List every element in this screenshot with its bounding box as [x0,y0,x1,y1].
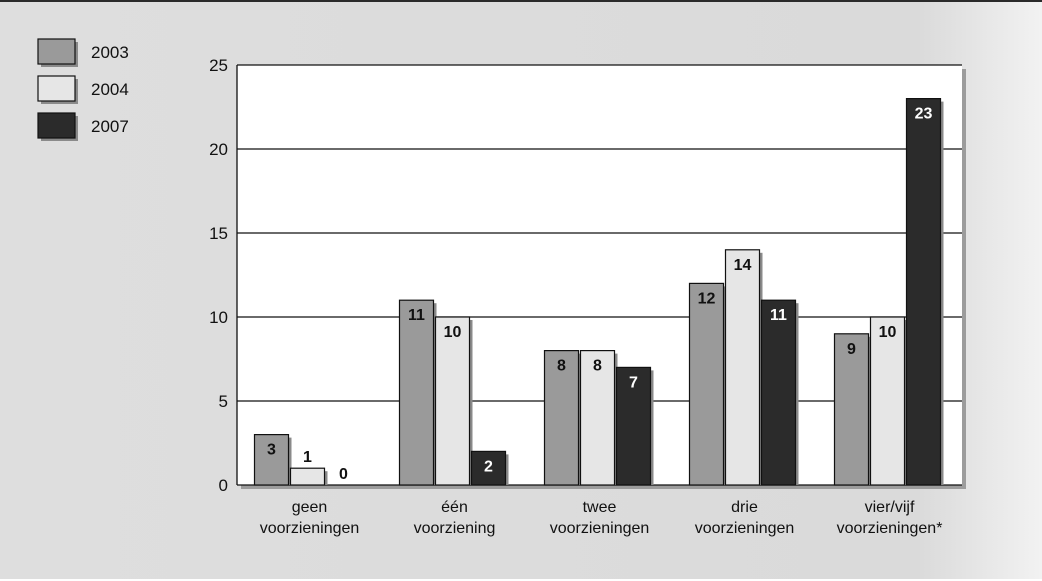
bar [833,333,870,486]
category-label: twee [583,499,617,516]
data-label: 11 [408,307,425,324]
data-label: 3 [267,442,276,459]
category-label: vier/vijf [865,499,915,516]
legend-label: 2003 [91,43,129,62]
data-label: 8 [593,358,602,375]
bar [579,350,616,486]
category-label: voorzieningen [550,520,650,537]
legend-swatch [37,38,76,65]
bar [543,350,580,486]
category-label: voorzieningen [260,520,360,537]
y-tick-label: 0 [219,476,228,495]
data-label: 9 [847,341,856,358]
data-label: 8 [557,358,566,375]
data-label: 10 [444,324,462,341]
category-label: voorziening [414,520,496,537]
data-label: 2 [484,458,493,475]
y-tick-label: 20 [209,140,228,159]
category-label: voorzieningen [695,520,795,537]
data-label: 7 [629,374,638,391]
bar [470,450,507,486]
legend-swatch [37,112,76,139]
category-label: geen [292,499,328,516]
bar [869,316,906,486]
data-label: 11 [770,307,787,324]
bar [289,467,326,486]
legend-label: 2007 [91,117,129,136]
bar [434,316,471,486]
legend-label: 2004 [91,80,129,99]
category-label: drie [731,499,758,516]
data-label: 23 [915,106,933,123]
data-label: 10 [879,324,897,341]
data-label: 1 [303,449,312,466]
data-label: 0 [339,466,348,483]
data-label: 14 [734,257,752,274]
y-tick-label: 15 [209,224,228,243]
y-tick-label: 10 [209,308,228,327]
y-tick-label: 25 [209,56,228,75]
bar [615,366,652,486]
y-tick-label: 5 [219,392,228,411]
bar [905,97,942,486]
bar [253,434,290,486]
bar [724,249,761,486]
data-label: 12 [698,290,716,307]
category-label: voorzieningen* [837,520,943,537]
bar [688,282,725,486]
bar [760,299,797,486]
legend-swatch [37,75,76,102]
category-label: één [441,499,468,516]
bar [398,299,435,486]
